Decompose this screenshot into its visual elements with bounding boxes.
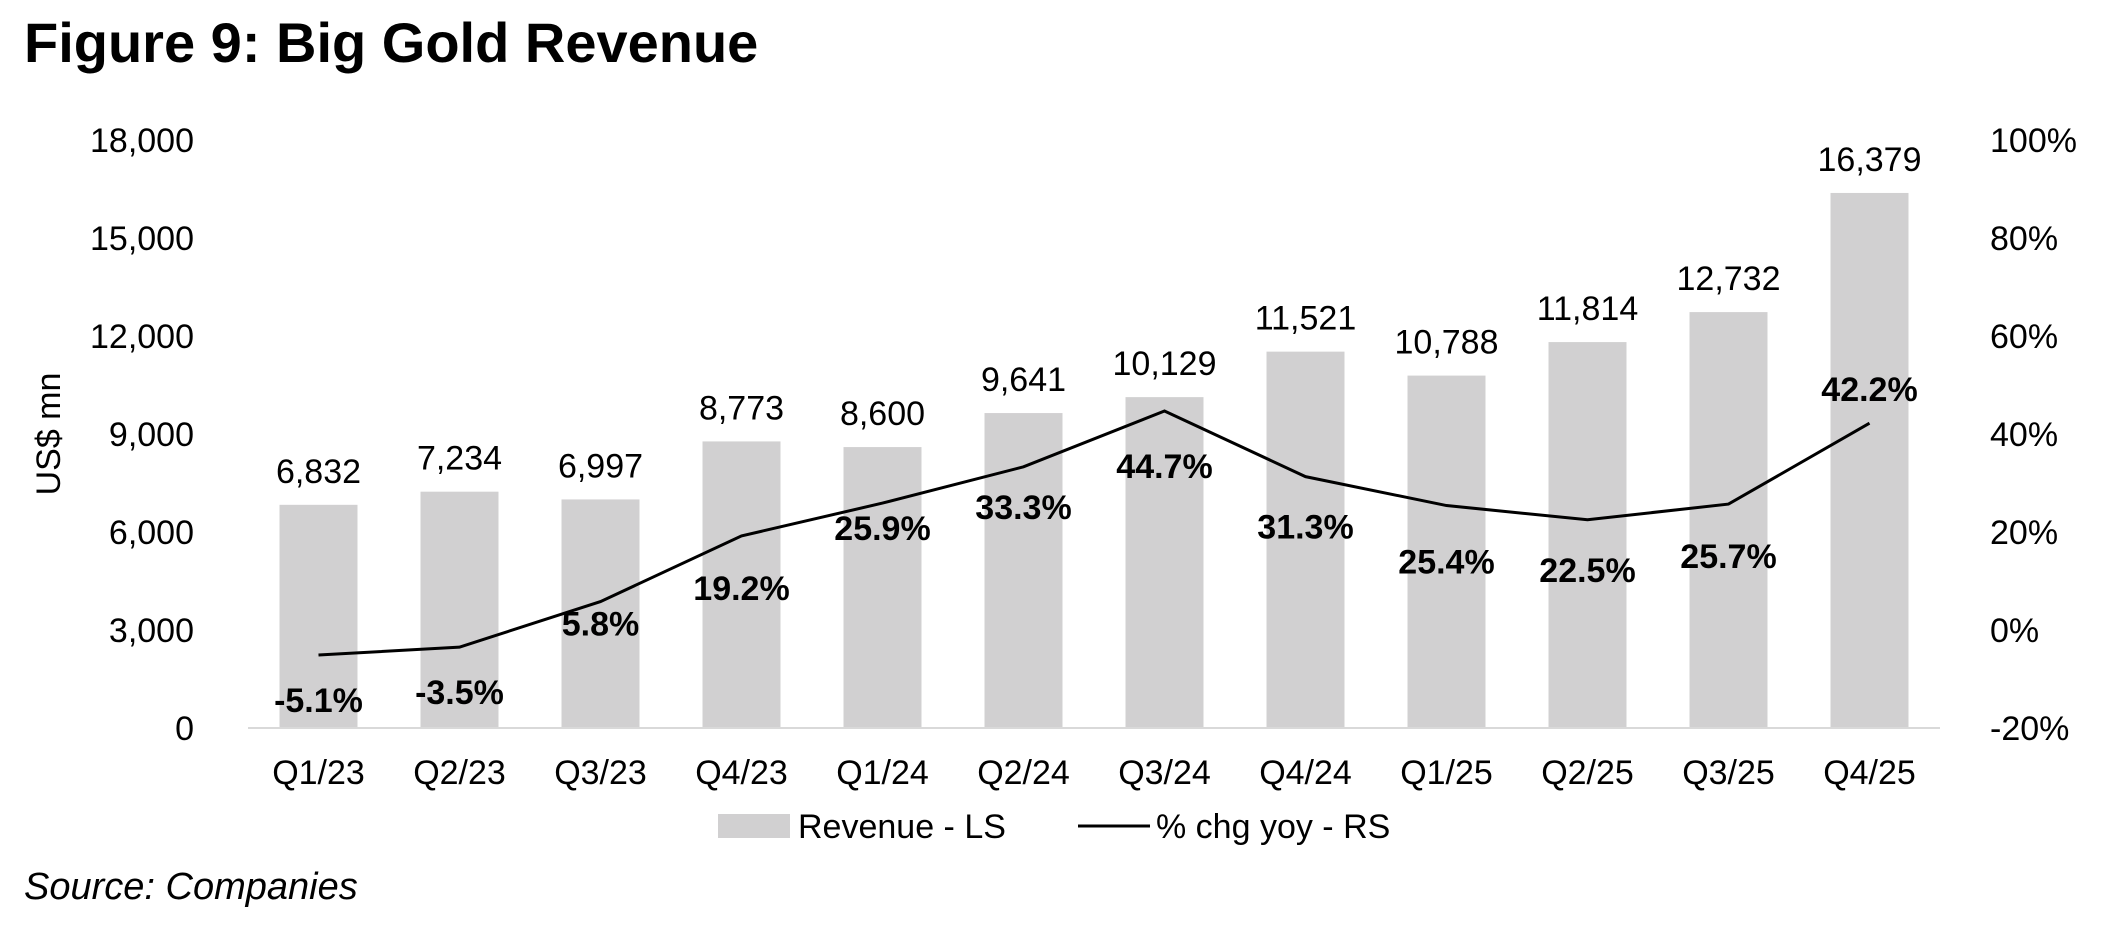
revenue-bar [984,413,1063,728]
legend: Revenue - LS % chg yoy - RS [718,808,1390,846]
yoy-value-label: 22.5% [1539,552,1635,590]
x-tick-label: Q4/25 [1823,754,1916,792]
revenue-value-label: 8,600 [840,395,925,433]
y-left-tick-label: 0 [175,710,194,748]
revenue-bar [1407,375,1486,728]
revenue-bar [561,499,640,728]
y-left-tick-label: 15,000 [90,220,194,258]
revenue-bar [1689,312,1768,728]
x-tick-label: Q3/25 [1682,754,1775,792]
x-tick-label: Q3/24 [1118,754,1211,792]
revenue-bar [1830,192,1909,729]
revenue-value-label: 6,997 [558,447,643,485]
revenue-value-label: 10,788 [1395,324,1499,362]
y-right-tick-label: 100% [1990,122,2077,160]
source-note: Source: Companies [24,866,358,908]
revenue-bar [1266,351,1345,728]
revenue-value-label: 10,129 [1113,345,1217,383]
revenue-value-label: 11,521 [1255,300,1356,338]
revenue-value-label: 9,641 [981,361,1066,399]
x-tick-label: Q2/25 [1541,754,1634,792]
revenue-value-label: 12,732 [1677,260,1781,298]
yoy-value-label: 44.7% [1116,448,1212,486]
yoy-value-label: 25.9% [834,510,930,548]
yoy-value-label: 19.2% [693,570,789,608]
y-left-tick-label: 3,000 [109,612,194,650]
revenue-value-label: 8,773 [699,389,784,427]
yoy-value-label: 25.4% [1398,544,1494,582]
data-labels: 6,832 7,234 6,997 8,773 8,600 9,641 10,129 11,5… [274,141,1921,720]
x-tick-label: Q1/25 [1400,754,1493,792]
line-series [318,409,1871,657]
revenue-value-label: 6,832 [276,453,361,491]
revenue-value-label: 11,814 [1537,290,1638,328]
x-tick-label: Q4/23 [695,754,788,792]
bar-series [279,192,1909,729]
yoy-value-label: 25.7% [1680,538,1776,576]
revenue-bar [1125,397,1204,728]
y-left-tick-label: 18,000 [90,122,194,160]
y-right-tick-label: 60% [1990,318,2058,356]
yoy-value-label: -5.1% [274,682,363,720]
yoy-value-label: 33.3% [975,489,1071,527]
revenue-bar [420,491,499,728]
y-axis-title: US$ mn [30,373,68,496]
x-tick-label: Q2/24 [977,754,1070,792]
x-tick-label: Q4/24 [1259,754,1352,792]
y-left-tick-label: 12,000 [90,318,194,356]
chart-title: Figure 9: Big Gold Revenue [24,11,759,74]
y-right-tick-label: 40% [1990,416,2058,454]
legend-bar-label: Revenue - LS [798,808,1006,846]
legend-bar-swatch [718,814,790,838]
y-left-tick-label: 9,000 [109,416,194,454]
yoy-change-line [318,409,1871,657]
revenue-bar [843,447,922,728]
y-right-tick-label: 20% [1990,514,2058,552]
x-tick-label: Q1/24 [836,754,929,792]
revenue-bar [702,441,781,728]
y-left-tick-label: 6,000 [109,514,194,552]
yoy-value-label: 31.3% [1257,509,1353,547]
yoy-value-label: -3.5% [415,674,504,712]
y-right-tick-label: 80% [1990,220,2058,258]
revenue-value-label: 7,234 [417,440,502,478]
legend-line-label: % chg yoy - RS [1156,808,1390,846]
x-tick-label: Q1/23 [272,754,365,792]
y-right-tick-label: 0% [1990,612,2039,650]
revenue-value-label: 16,379 [1818,141,1922,179]
revenue-bar [1548,342,1627,728]
yoy-value-label: 5.8% [562,606,640,644]
y-right-tick-label: -20% [1990,710,2069,748]
yoy-value-label: 42.2% [1821,371,1917,409]
x-tick-label: Q2/23 [413,754,506,792]
revenue-bar [279,504,358,728]
axes: Q1/23 Q2/23 Q3/23 Q4/23 Q1/24 Q2/24 Q3/24 Q4/24… [30,122,2077,792]
x-tick-label: Q3/23 [554,754,647,792]
